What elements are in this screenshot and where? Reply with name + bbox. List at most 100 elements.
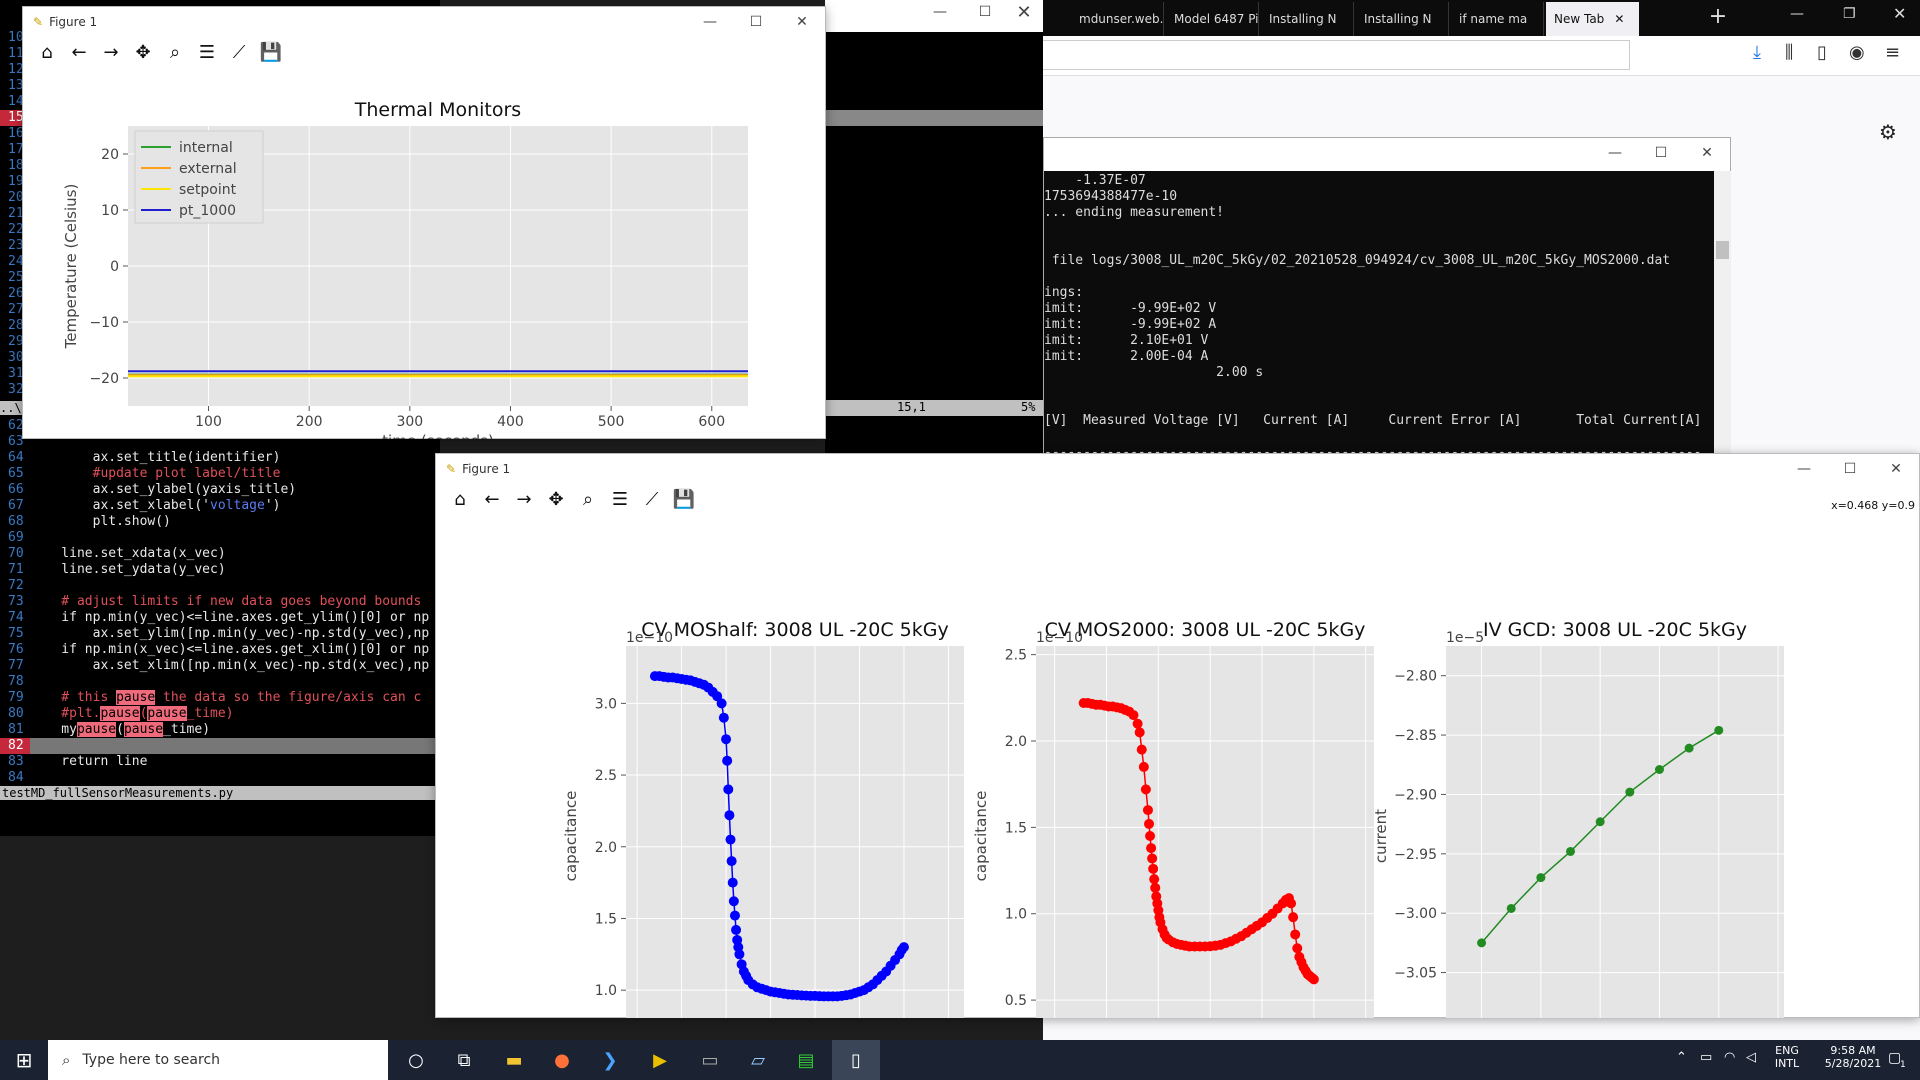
y-axis-label: Temperature (Celsius) [62,184,80,350]
edit-axis-icon[interactable]: ⟋ [232,41,246,63]
console-line: imit: 2.00E-04 A [1044,349,1209,364]
data-point [726,856,737,867]
y-tick-label: 0 [110,259,119,275]
zoom-icon[interactable]: ⌕ [169,41,181,63]
menu-icon[interactable]: ≡ [1885,42,1901,63]
matplotlib-icon: ✎ [33,15,44,29]
close-icon[interactable]: ✕ [796,14,808,30]
maximize-icon[interactable]: ☐ [749,14,763,30]
code-line: # this pause the data so the figure/axis… [30,690,422,705]
plot-area [626,646,964,1018]
browser-tab[interactable]: New Tab ✕ [1546,2,1639,36]
document-icon[interactable]: ▯ [832,1040,880,1080]
chart-app-icon[interactable]: ▤ [797,1049,815,1071]
line-number: 25 [8,270,24,285]
line-number: 65 [8,466,24,481]
volume-icon[interactable]: ◁ [1746,1050,1756,1065]
thermal-chart[interactable]: 100 200 300 400 500 600 −20 −10 0 10 20 Thermal Mon… [23,71,825,439]
edit-axis-icon[interactable]: ⟋ [645,488,659,510]
new-tab-button[interactable]: + [1708,4,1728,29]
editor-filename-bar: testMD_fullSensorMeasurements.py [0,786,440,800]
clock[interactable]: 9:58 AM 5/28/2021 [1818,1044,1888,1070]
minimize-icon[interactable]: — [1790,6,1804,22]
back-arrow-icon[interactable]: ← [484,488,500,510]
minimize-icon[interactable]: — [703,14,717,30]
y-tick-label: 0.5 [1005,993,1027,1009]
url-bar[interactable] [1043,40,1630,70]
line-number: 73 [8,594,24,609]
maximize-icon[interactable]: ☐ [978,4,992,20]
close-tab-icon[interactable]: ✕ [1614,12,1625,26]
home-icon[interactable]: ⌂ [41,41,53,63]
line-number: 22 [8,222,24,237]
configure-subplots-icon[interactable]: ☰ [611,488,629,510]
wifi-icon[interactable]: ◠ [1724,1050,1736,1065]
data-point [1477,938,1487,948]
save-icon[interactable]: 💾 [672,488,696,510]
data-point [1684,743,1694,753]
x-tick-label: 300 [396,414,423,430]
console-scrollbar[interactable] [1714,171,1731,458]
minimize-icon[interactable]: — [1797,461,1811,477]
sidebar-icon[interactable]: ▯ [1817,42,1827,63]
file-explorer-icon[interactable]: ▬ [505,1049,523,1071]
code-line: ax.set_title(identifier) [30,450,281,465]
browser-tab[interactable]: if name ma [1451,2,1544,36]
task-view-icon[interactable]: ⧉ [457,1049,471,1071]
back-arrow-icon[interactable]: ← [71,41,87,63]
firefox-icon[interactable]: ● [554,1049,570,1071]
notepad-icon[interactable]: ▱ [751,1049,765,1071]
download-icon[interactable]: ⤓ [1753,42,1761,63]
restore-icon[interactable]: ❐ [1843,6,1856,22]
battery-icon[interactable]: ▭ [1700,1050,1713,1065]
taskbar-search-box[interactable]: ⌕ Type here to search [48,1040,388,1080]
forward-arrow-icon[interactable]: → [516,488,532,510]
maximize-icon[interactable]: ☐ [1843,461,1857,477]
powershell-icon[interactable]: ❯ [602,1049,618,1071]
minimize-icon[interactable]: — [933,4,947,20]
terminal-titlebar: — ☐ ✕ [825,0,1043,32]
home-icon[interactable]: ⌂ [454,488,466,510]
close-icon[interactable]: ✕ [1016,2,1032,23]
account-icon[interactable]: ◉ [1849,42,1865,63]
language-indicator[interactable]: ENG INTL [1772,1044,1802,1070]
save-icon[interactable]: 💾 [259,41,283,63]
cortana-icon[interactable]: ○ [408,1049,424,1071]
data-point [721,734,732,745]
close-icon[interactable]: ✕ [1701,145,1713,161]
data-point [1144,818,1155,829]
configure-subplots-icon[interactable]: ☰ [198,41,216,63]
browser-tab[interactable]: Installing N [1261,2,1354,36]
browser-tab[interactable]: mdunser.web.c [1071,2,1164,36]
library-icon[interactable]: ⫼ [1785,42,1794,63]
editor-filename: testMD_fullSensorMeasurements.py [2,786,234,800]
close-icon[interactable]: ✕ [1890,461,1902,477]
windows-start-icon[interactable]: ⊞ [15,1048,33,1072]
browser-tab[interactable]: Installing N [1356,2,1449,36]
media-player-icon[interactable]: ▶ [653,1049,667,1071]
forward-arrow-icon[interactable]: → [103,41,119,63]
data-point [728,896,739,907]
zoom-icon[interactable]: ⌕ [582,488,594,510]
y-tick-label: 3.0 [595,696,617,712]
browser-tab[interactable]: Model 6487 Pic [1166,2,1259,36]
x-tick-label: 200 [296,414,323,430]
close-icon[interactable]: ✕ [1893,4,1907,23]
line-number: 81 [8,722,24,737]
tray-chevron-icon[interactable]: ⌃ [1676,1050,1687,1065]
maximize-icon[interactable]: ☐ [1654,145,1668,161]
notification-icon[interactable]: ▢ [1888,1050,1902,1066]
minimize-icon[interactable]: — [1608,145,1622,161]
browser-nav-bar: ⤓ ⫼ ▯ ◉ ≡ [1043,36,1920,76]
data-point [1506,903,1516,913]
terminal-icon[interactable]: ▭ [701,1049,719,1071]
y-scale-label: 1e−10 [1036,630,1083,646]
pan-icon[interactable]: ✥ [548,488,564,510]
cv-charts[interactable]: −120−100−80−60−40−200201.01.52.02.53.0CV… [436,518,1919,1018]
gear-icon[interactable]: ⚙ [1879,120,1897,144]
pan-icon[interactable]: ✥ [135,41,151,63]
console-line: 2.00 s [1044,365,1264,380]
browser-tabs: mdunser.web.c Model 6487 Pic Installing N I… [1043,0,1763,36]
line-number: 66 [8,482,24,497]
data-point [1128,710,1139,721]
